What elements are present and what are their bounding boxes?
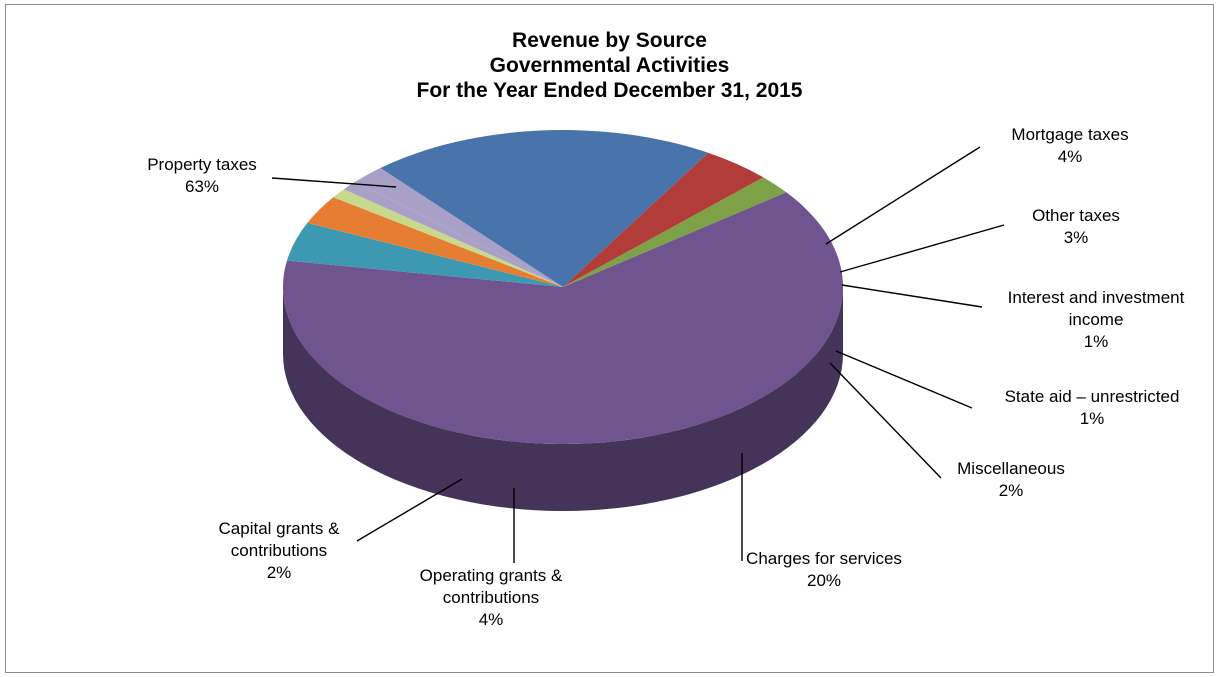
slice-label-0-line-1: 63% [185,177,219,196]
pie-slice-6 [380,130,709,287]
slice-label-8-line-1: contributions [231,541,327,560]
pie-side-0-0 [283,287,843,511]
slice-label-0: Property taxes 63% [147,155,257,196]
slice-label-7-line-2: 4% [479,610,504,629]
slice-label-4: State aid – unrestricted 1% [1005,387,1180,428]
chart-title-line-2: Governmental Activities [489,54,730,77]
slice-label-8: Capital grants & contributions 2% [219,519,341,582]
slice-label-8-line-0: Capital grants & [219,519,341,538]
slice-label-6-line-0: Charges for services [746,549,902,568]
slice-label-1-line-0: Mortgage taxes [1011,125,1128,144]
slice-label-1: Mortgage taxes 4% [1011,125,1128,166]
slice-label-3-line-0: Interest and investment [1008,288,1185,307]
pie-slice-2 [307,197,563,287]
chart-title-line-3: For the Year Ended December 31, 2015 [416,79,803,102]
pie-slice-0 [283,192,844,444]
slice-label-2: Other taxes 3% [1032,206,1120,247]
leader-line-1 [825,146,981,245]
pie-slice-3 [333,189,563,287]
slice-label-6: Charges for services 20% [746,549,902,590]
chart-title: Revenue by Source Governmental Activitie… [0,28,1219,103]
leader-lines [271,146,1005,563]
slice-label-7-line-1: contributions [443,588,539,607]
slice-label-1-line-1: 4% [1058,147,1083,166]
slice-label-7-line-0: Operating grants & [420,566,563,585]
slice-label-4-line-0: State aid – unrestricted [1005,387,1180,406]
pie-top [283,130,844,444]
slice-label-7: Operating grants & contributions 4% [420,566,563,629]
leader-line-2 [839,224,1005,273]
slice-label-3-line-1: income [1069,310,1124,329]
pie-slice-5 [355,167,563,287]
pie-slice-8 [563,177,787,287]
leader-line-8 [356,478,463,542]
pie-slice-4 [343,181,563,287]
chart-title-line-1: Revenue by Source [512,29,707,52]
slice-label-2-line-1: 3% [1064,228,1089,247]
slice-label-3-line-2: 1% [1084,332,1109,351]
leader-line-5 [829,362,942,479]
slice-label-0-line-0: Property taxes [147,155,257,174]
slice-label-6-line-1: 20% [807,571,841,590]
pie-sides [283,287,843,511]
slice-label-5-line-1: 2% [999,481,1024,500]
slice-label-5: Miscellaneous 2% [957,459,1065,500]
leader-line-0 [271,177,397,188]
slice-label-4-line-1: 1% [1080,409,1105,428]
pie-slice-7 [563,152,764,287]
slice-label-3: Interest and investment income 1% [1008,288,1185,351]
slice-label-8-line-2: 2% [267,563,292,582]
leader-line-4 [835,350,973,409]
leader-line-3 [841,284,983,308]
slice-label-5-line-0: Miscellaneous [957,459,1065,478]
slice-labels: Property taxes 63% Mortgage taxes 4% Other t… [147,125,1184,629]
pie-slice-1 [286,222,563,287]
slice-label-2-line-0: Other taxes [1032,206,1120,225]
